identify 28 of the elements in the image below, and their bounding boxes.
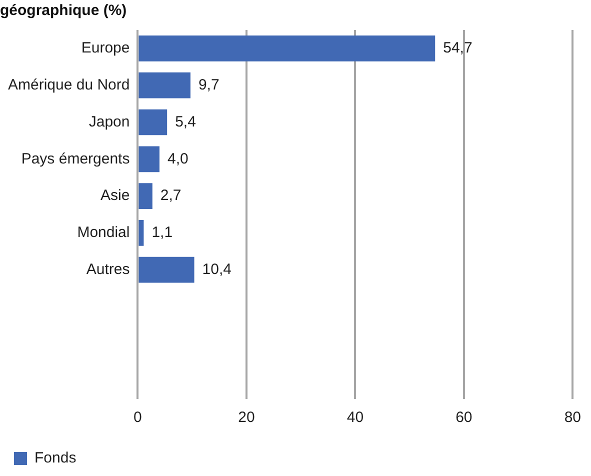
data-label: 2,7 <box>160 187 182 204</box>
legend-label: Fonds <box>34 450 76 467</box>
x-tick-label: 40 <box>346 409 364 426</box>
y-tick-label: Europe <box>81 40 130 57</box>
y-tick-label: Japon <box>88 113 130 130</box>
data-label: 5,4 <box>175 113 196 130</box>
y-tick-label: Mondial <box>77 224 130 242</box>
bar <box>138 109 168 136</box>
x-tick-label: 0 <box>134 409 142 426</box>
bar <box>138 72 190 98</box>
x-tick-label: 20 <box>238 409 255 426</box>
bar <box>138 183 152 209</box>
y-tick-label: Amérique du Nord <box>8 76 130 94</box>
data-label: 9,7 <box>198 76 220 94</box>
bar <box>138 36 436 62</box>
data-label: 4,0 <box>167 150 188 168</box>
data-label: 1,1 <box>152 224 173 242</box>
y-tick-label: Autres <box>86 260 130 278</box>
bar <box>138 146 160 172</box>
chart-title: géographique (%) <box>0 2 127 20</box>
y-tick-label: Asie <box>100 187 130 204</box>
bar <box>138 220 144 246</box>
y-tick-label: Pays émergents <box>21 150 130 168</box>
x-tick-label: 60 <box>456 409 472 426</box>
x-tick-label: 80 <box>564 409 581 426</box>
data-label: 54,7 <box>443 40 472 57</box>
data-label: 10,4 <box>202 260 232 278</box>
bar <box>138 256 194 283</box>
